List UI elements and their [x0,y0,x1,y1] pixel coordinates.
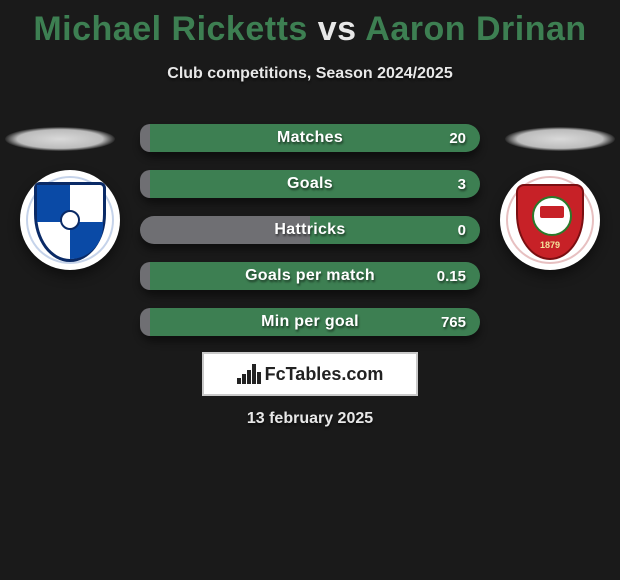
player1-shadow [5,127,115,151]
stat-bar: Goals per match0.15 [140,262,480,290]
fctables-logo: FcTables.com [202,352,418,396]
subtitle: Club competitions, Season 2024/2025 [0,65,620,83]
stat-bar: Matches20 [140,124,480,152]
stat-bars: Matches20 Goals3 Hattricks0 Goals per match… [140,124,480,354]
stat-bar-value: 20 [449,130,466,147]
stat-bar: Min per goal765 [140,308,480,336]
stat-bar-value: 3 [458,176,466,193]
stat-bar-value: 765 [441,314,466,331]
fctables-logo-text: FcTables.com [265,364,384,385]
bar-chart-icon [237,364,259,384]
swindon-town-crest: 1879 [500,170,600,270]
comparison-date: 13 february 2025 [0,410,620,428]
stat-bar-label: Hattricks [140,221,480,239]
stat-bar: Hattricks0 [140,216,480,244]
vs-text: vs [318,10,357,48]
stat-bar-value: 0 [458,222,466,239]
player2-name: Aaron Drinan [365,10,586,48]
stat-bar: Goals3 [140,170,480,198]
stat-bar-label: Goals [140,175,480,193]
comparison-title: Michael Ricketts vs Aaron Drinan [0,0,620,49]
tranmere-rovers-crest [20,170,120,270]
player2-shadow [505,127,615,151]
stat-bar-label: Goals per match [140,267,480,285]
stat-bar-value: 0.15 [437,268,466,285]
stat-bar-label: Min per goal [140,313,480,331]
player1-name: Michael Ricketts [33,10,307,48]
stat-bar-label: Matches [140,129,480,147]
